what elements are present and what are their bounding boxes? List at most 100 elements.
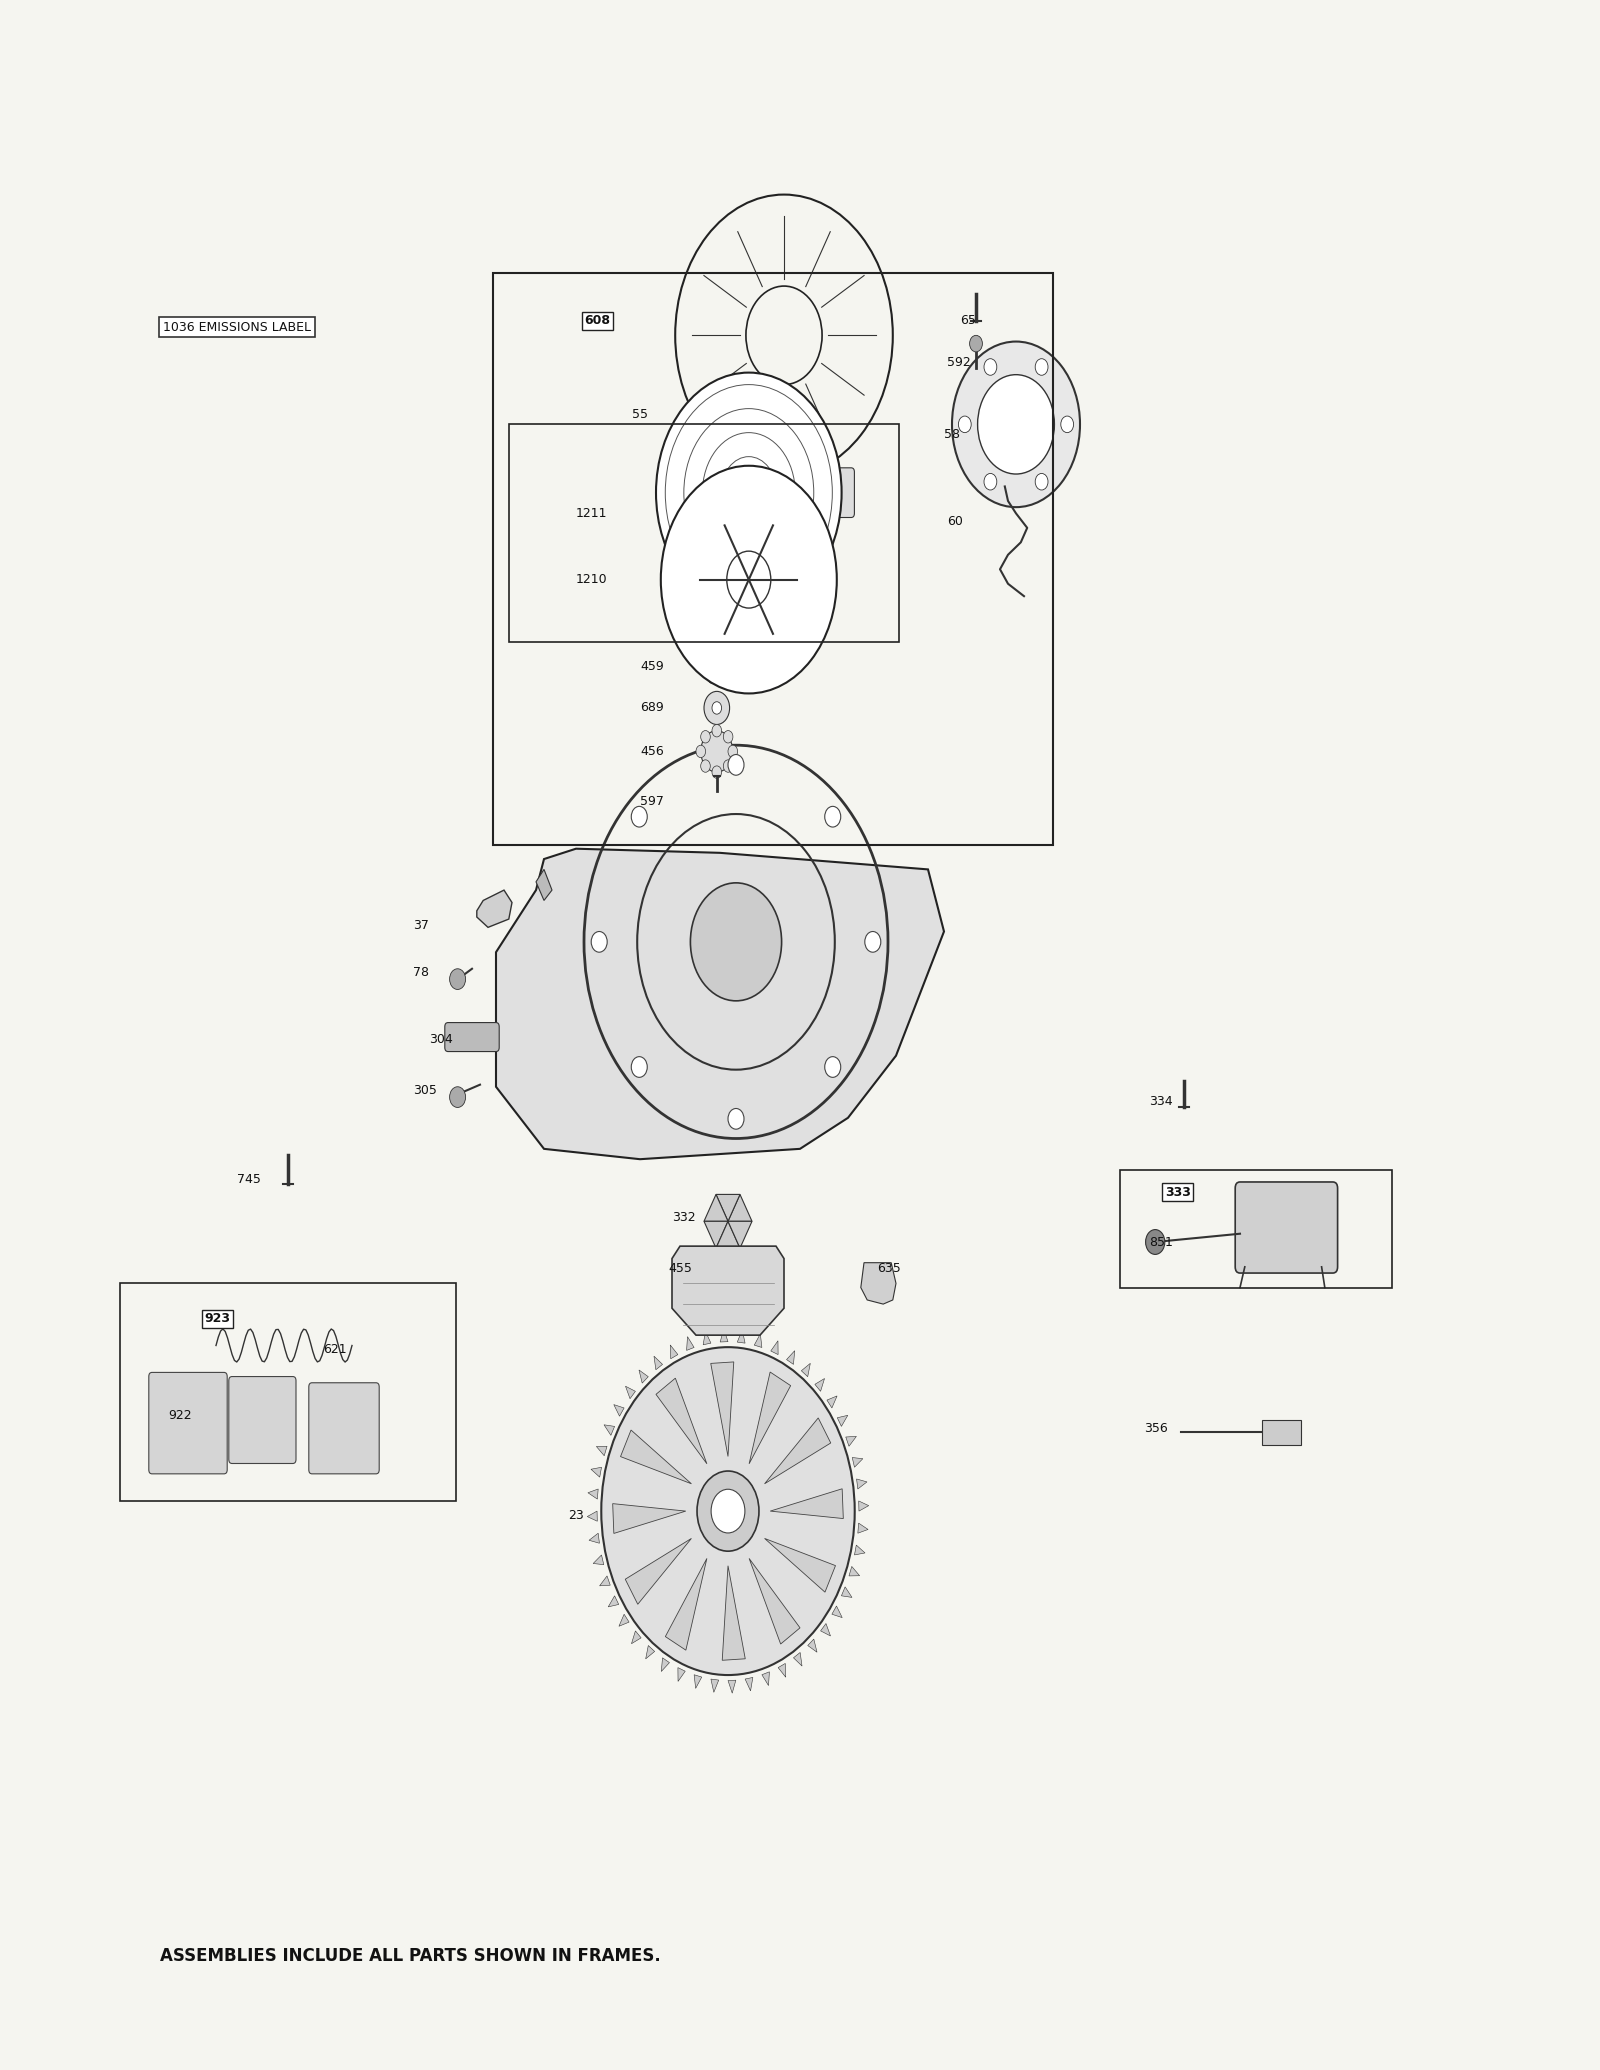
- Text: 456: 456: [640, 745, 664, 758]
- Circle shape: [691, 882, 782, 1000]
- Polygon shape: [654, 1356, 662, 1370]
- Circle shape: [712, 724, 722, 737]
- Polygon shape: [678, 1668, 685, 1681]
- Polygon shape: [846, 1437, 856, 1447]
- Text: 459: 459: [640, 660, 664, 673]
- Polygon shape: [536, 869, 552, 900]
- Polygon shape: [672, 1246, 784, 1335]
- Polygon shape: [477, 890, 512, 927]
- Text: 334: 334: [1149, 1095, 1173, 1107]
- Bar: [1120, 1170, 1392, 1288]
- Circle shape: [824, 1056, 840, 1076]
- Polygon shape: [496, 849, 944, 1159]
- Polygon shape: [661, 1658, 669, 1670]
- Polygon shape: [749, 1559, 800, 1644]
- Text: 923: 923: [205, 1312, 230, 1325]
- Polygon shape: [808, 1639, 818, 1652]
- Polygon shape: [802, 1364, 810, 1377]
- Text: 745: 745: [237, 1174, 261, 1186]
- Polygon shape: [710, 1362, 734, 1457]
- Polygon shape: [837, 1416, 848, 1426]
- Polygon shape: [613, 1503, 686, 1534]
- Polygon shape: [854, 1544, 866, 1555]
- Text: 592: 592: [947, 356, 971, 368]
- Text: 78: 78: [413, 967, 429, 979]
- Text: 608: 608: [584, 315, 610, 327]
- Circle shape: [632, 807, 648, 828]
- Text: 621: 621: [323, 1343, 347, 1356]
- Polygon shape: [832, 1606, 842, 1617]
- Circle shape: [701, 731, 733, 772]
- Bar: [120, 1283, 456, 1501]
- Circle shape: [698, 1472, 758, 1550]
- Polygon shape: [746, 1677, 754, 1691]
- Polygon shape: [858, 1524, 869, 1534]
- Polygon shape: [765, 1418, 830, 1484]
- Polygon shape: [861, 1263, 896, 1304]
- Circle shape: [1035, 474, 1048, 491]
- Polygon shape: [827, 1395, 837, 1408]
- Polygon shape: [702, 1331, 710, 1346]
- Circle shape: [958, 416, 971, 433]
- Circle shape: [602, 1348, 854, 1675]
- Circle shape: [728, 1110, 744, 1130]
- Polygon shape: [850, 1567, 859, 1575]
- Polygon shape: [587, 1511, 597, 1521]
- Circle shape: [710, 1488, 746, 1534]
- Polygon shape: [770, 1488, 843, 1519]
- Circle shape: [701, 760, 710, 772]
- Text: 304: 304: [429, 1033, 453, 1045]
- Text: 1210: 1210: [576, 573, 608, 586]
- Text: 305: 305: [413, 1085, 437, 1097]
- Polygon shape: [856, 1478, 867, 1488]
- Circle shape: [984, 358, 997, 375]
- FancyBboxPatch shape: [822, 468, 854, 518]
- Text: 455: 455: [669, 1263, 693, 1275]
- Circle shape: [656, 373, 842, 613]
- Polygon shape: [704, 1194, 728, 1221]
- Circle shape: [1035, 358, 1048, 375]
- Text: ASSEMBLIES INCLUDE ALL PARTS SHOWN IN FRAMES.: ASSEMBLIES INCLUDE ALL PARTS SHOWN IN FR…: [160, 1948, 661, 1964]
- Polygon shape: [717, 1194, 739, 1221]
- FancyBboxPatch shape: [1235, 1182, 1338, 1273]
- Text: 1211: 1211: [576, 507, 608, 520]
- Polygon shape: [728, 1221, 752, 1248]
- Polygon shape: [597, 1447, 606, 1455]
- Circle shape: [450, 1087, 466, 1107]
- Polygon shape: [722, 1565, 746, 1660]
- Circle shape: [661, 466, 837, 693]
- FancyBboxPatch shape: [714, 468, 746, 518]
- Text: 635: 635: [877, 1263, 901, 1275]
- Text: 922: 922: [168, 1410, 192, 1422]
- Text: 37: 37: [413, 919, 429, 932]
- Text: 23: 23: [568, 1509, 584, 1521]
- Circle shape: [696, 745, 706, 758]
- Polygon shape: [666, 1559, 707, 1650]
- Circle shape: [1146, 1230, 1165, 1254]
- FancyBboxPatch shape: [1262, 1420, 1301, 1445]
- Polygon shape: [704, 1221, 728, 1248]
- Circle shape: [970, 335, 982, 352]
- FancyBboxPatch shape: [149, 1372, 227, 1474]
- Bar: [493, 273, 1053, 845]
- Circle shape: [952, 342, 1080, 507]
- Circle shape: [984, 474, 997, 491]
- Polygon shape: [638, 1370, 648, 1383]
- Polygon shape: [646, 1646, 654, 1658]
- Bar: [509, 424, 899, 642]
- Polygon shape: [794, 1652, 802, 1666]
- Text: 689: 689: [640, 702, 664, 714]
- FancyBboxPatch shape: [445, 1023, 499, 1052]
- Circle shape: [701, 731, 710, 743]
- Polygon shape: [821, 1623, 830, 1635]
- Circle shape: [723, 731, 733, 743]
- Polygon shape: [632, 1631, 642, 1644]
- Polygon shape: [686, 1337, 694, 1350]
- Polygon shape: [589, 1534, 600, 1544]
- Polygon shape: [749, 1372, 790, 1463]
- Polygon shape: [605, 1424, 614, 1435]
- FancyBboxPatch shape: [309, 1383, 379, 1474]
- Circle shape: [864, 932, 880, 952]
- Polygon shape: [762, 1673, 770, 1685]
- Polygon shape: [859, 1501, 869, 1511]
